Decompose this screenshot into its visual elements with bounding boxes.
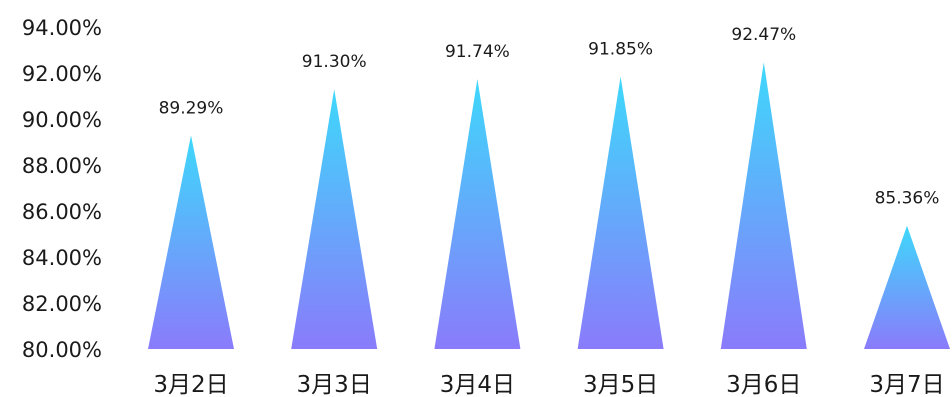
bar-triangle	[434, 78, 521, 349]
x-category-label: 3月4日	[440, 372, 515, 397]
x-category-label: 3月2日	[153, 372, 228, 397]
y-tick-label: 86.00%	[22, 200, 102, 224]
y-tick-label: 84.00%	[22, 246, 102, 270]
bar-value-label: 91.74%	[445, 42, 510, 62]
y-tick-label: 80.00%	[22, 338, 102, 362]
bar-triangle	[577, 76, 664, 349]
x-category-label: 3月5日	[583, 372, 658, 397]
bar-triangle	[720, 62, 807, 349]
x-axis: 3月2日 3月3日 3月4日 3月5日 3月6日 3月7日	[153, 372, 944, 397]
bar-value-label: 89.29%	[159, 98, 224, 118]
bar-value-label: 91.30%	[302, 52, 367, 72]
x-category-label: 3月6日	[726, 372, 801, 397]
y-tick-label: 82.00%	[22, 292, 102, 316]
bar-triangle	[148, 135, 234, 349]
x-category-label: 3月7日	[869, 372, 944, 397]
bar-value-label: 91.85%	[588, 39, 653, 59]
bars-group	[148, 62, 950, 349]
y-tick-label: 94.00%	[22, 16, 102, 40]
y-tick-label: 90.00%	[22, 108, 102, 132]
bar-value-label: 85.36%	[875, 189, 940, 209]
y-tick-label: 88.00%	[22, 154, 102, 178]
x-category-label: 3月3日	[297, 372, 372, 397]
y-axis: 80.00% 82.00% 84.00% 86.00% 88.00% 90.00% 92.0…	[22, 16, 102, 362]
bar-value-label: 92.47%	[731, 25, 796, 45]
y-tick-label: 92.00%	[22, 62, 102, 86]
data-labels-group: 89.29% 91.30% 91.74% 91.85% 92.47% 85.36%	[159, 25, 940, 209]
bar-triangle	[291, 89, 378, 349]
bar-triangle	[864, 225, 950, 349]
